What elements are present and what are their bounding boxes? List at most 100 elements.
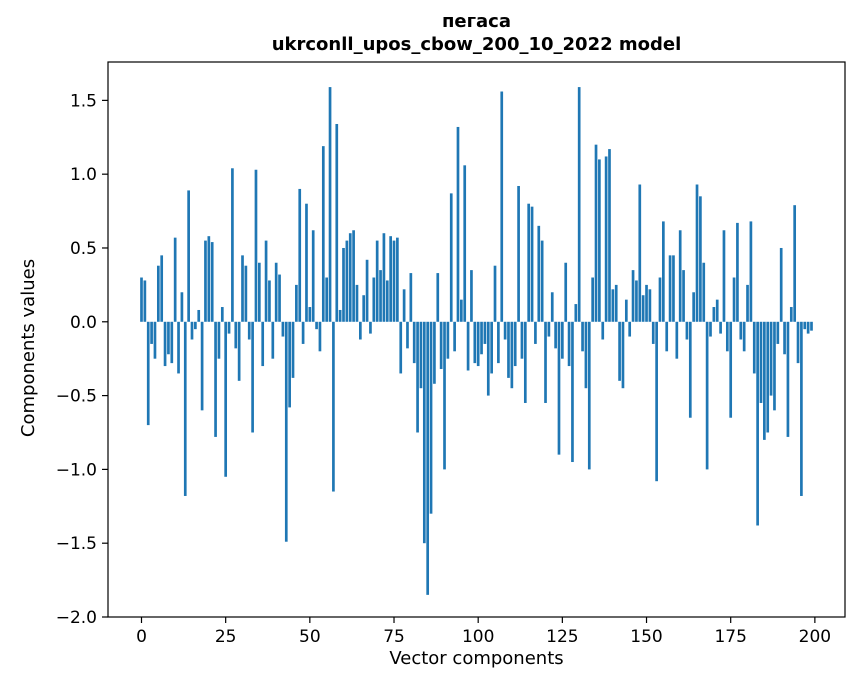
bar bbox=[699, 196, 702, 322]
bar bbox=[776, 321, 780, 344]
bar bbox=[385, 280, 389, 322]
bar bbox=[789, 307, 793, 322]
bar bbox=[177, 321, 180, 374]
bar bbox=[392, 240, 396, 322]
bar bbox=[786, 321, 790, 437]
bar bbox=[773, 321, 776, 411]
bar bbox=[618, 321, 621, 381]
bar bbox=[422, 321, 426, 544]
bar bbox=[241, 255, 244, 322]
bar bbox=[725, 321, 729, 352]
x-tick-label: 25 bbox=[215, 627, 237, 647]
bar bbox=[156, 265, 160, 322]
bar bbox=[641, 295, 645, 322]
bar bbox=[443, 321, 446, 470]
bar bbox=[651, 321, 655, 344]
bar bbox=[308, 307, 312, 322]
x-tick-label: 100 bbox=[462, 627, 494, 647]
chart-title-line1: пегаса bbox=[441, 11, 511, 32]
bar bbox=[220, 307, 224, 322]
bar bbox=[234, 321, 238, 349]
bar bbox=[200, 321, 204, 411]
bar bbox=[399, 321, 403, 374]
bar bbox=[702, 262, 706, 322]
bar bbox=[379, 270, 382, 322]
bar bbox=[311, 230, 315, 322]
bar bbox=[486, 321, 490, 396]
bar bbox=[140, 277, 143, 322]
bar bbox=[530, 206, 534, 322]
bar bbox=[598, 159, 601, 322]
bar bbox=[587, 321, 591, 470]
bar bbox=[497, 321, 500, 364]
bar bbox=[396, 237, 399, 322]
bar bbox=[318, 321, 322, 352]
bar bbox=[160, 255, 164, 322]
bar bbox=[662, 221, 665, 322]
bar bbox=[752, 321, 756, 374]
bar bbox=[146, 321, 150, 426]
bar bbox=[264, 240, 268, 322]
y-tick-label: −0.5 bbox=[56, 387, 97, 407]
y-tick-label: 0.0 bbox=[70, 313, 97, 333]
bar bbox=[567, 321, 571, 367]
bar bbox=[682, 270, 685, 322]
bar bbox=[328, 87, 332, 322]
bar bbox=[584, 321, 588, 389]
bar bbox=[456, 126, 460, 322]
bar bbox=[359, 321, 362, 340]
bar bbox=[520, 321, 524, 359]
bar bbox=[180, 292, 184, 322]
bar bbox=[466, 321, 470, 371]
bar bbox=[715, 299, 719, 322]
bar bbox=[173, 237, 177, 322]
bar bbox=[342, 247, 345, 322]
bar bbox=[712, 307, 716, 322]
x-tick-label: 150 bbox=[630, 627, 662, 647]
bar bbox=[601, 321, 605, 340]
bar bbox=[675, 321, 679, 359]
bar bbox=[274, 262, 278, 322]
bar bbox=[517, 185, 520, 322]
bar bbox=[348, 233, 352, 322]
bar bbox=[190, 321, 194, 340]
bar bbox=[739, 321, 743, 340]
bar bbox=[806, 321, 810, 334]
bar bbox=[624, 299, 628, 322]
bar bbox=[756, 321, 759, 526]
bar bbox=[291, 321, 295, 378]
bar bbox=[150, 321, 153, 344]
bar bbox=[611, 289, 615, 322]
bar bbox=[352, 230, 355, 322]
bar bbox=[800, 321, 803, 496]
bar bbox=[749, 221, 753, 322]
bar bbox=[796, 321, 800, 364]
bar bbox=[429, 321, 433, 514]
bar bbox=[473, 321, 477, 364]
bar bbox=[685, 321, 689, 340]
bar bbox=[621, 321, 625, 389]
bar bbox=[244, 265, 248, 322]
bar bbox=[557, 321, 561, 455]
bar bbox=[534, 321, 537, 344]
bar bbox=[214, 321, 217, 437]
x-tick-label: 0 bbox=[136, 627, 147, 647]
bar bbox=[470, 270, 473, 322]
bar bbox=[389, 236, 392, 322]
x-tick-label: 75 bbox=[383, 627, 405, 647]
bar bbox=[513, 321, 517, 367]
bar bbox=[540, 240, 544, 322]
bar bbox=[167, 321, 170, 355]
bar bbox=[692, 292, 695, 322]
bar bbox=[372, 277, 376, 322]
bar bbox=[810, 321, 813, 331]
bar bbox=[163, 321, 167, 367]
y-tick-label: −1.5 bbox=[56, 534, 97, 554]
x-tick-label: 175 bbox=[714, 627, 746, 647]
bar bbox=[779, 247, 783, 322]
bar bbox=[665, 321, 669, 352]
bar bbox=[170, 321, 174, 364]
bar bbox=[207, 236, 211, 322]
bar bbox=[463, 165, 467, 322]
bar bbox=[217, 321, 221, 359]
